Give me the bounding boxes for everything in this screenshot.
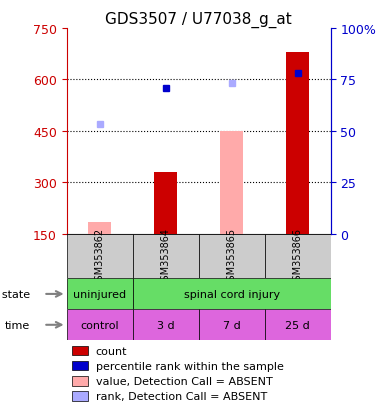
Text: disease state: disease state [0,289,30,299]
Text: GSM353866: GSM353866 [293,227,302,286]
Bar [88,222,111,234]
Text: control: control [80,320,119,330]
Bar [133,310,198,340]
Text: 25 d: 25 d [285,320,310,330]
Text: rank, Detection Call = ABSENT: rank, Detection Call = ABSENT [95,391,267,401]
Bar [72,376,88,386]
Text: GSM353864: GSM353864 [160,227,171,286]
Bar [72,391,88,401]
Bar [286,53,309,234]
Bar [154,173,177,234]
Bar [198,310,264,340]
Title: GDS3507 / U77038_g_at: GDS3507 / U77038_g_at [105,12,292,28]
Bar [264,310,331,340]
Text: value, Detection Call = ABSENT: value, Detection Call = ABSENT [95,376,272,386]
Text: count: count [95,346,127,356]
Text: spinal cord injury: spinal cord injury [184,289,280,299]
Text: percentile rank within the sample: percentile rank within the sample [95,361,283,371]
Text: GSM353862: GSM353862 [95,227,105,286]
Text: GSM353865: GSM353865 [226,227,237,286]
Bar [72,361,88,370]
Bar [220,132,243,234]
Text: uninjured: uninjured [73,289,126,299]
Bar [66,310,133,340]
Bar [66,234,133,279]
Bar [133,279,331,310]
Bar [72,346,88,356]
Text: time: time [5,320,30,330]
Text: 3 d: 3 d [157,320,174,330]
Bar [264,234,331,279]
Bar [198,234,264,279]
Text: 7 d: 7 d [223,320,241,330]
Bar [66,279,133,310]
Bar [133,234,198,279]
